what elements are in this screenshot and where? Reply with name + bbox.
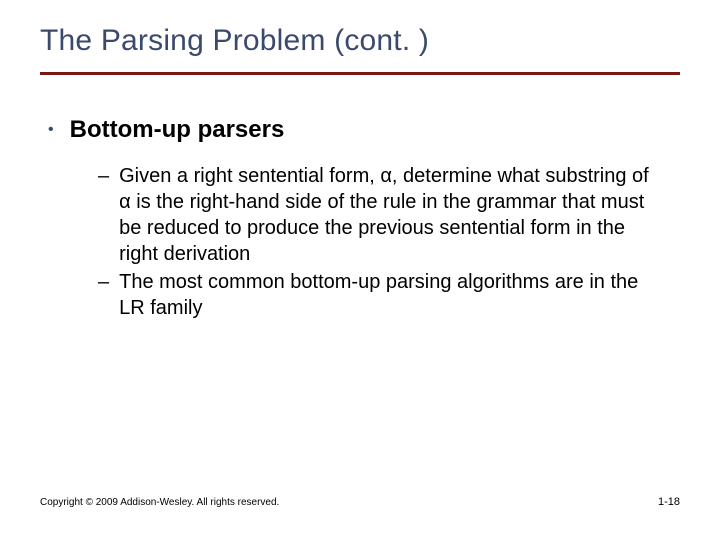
slide-title: The Parsing Problem (cont. ) — [40, 24, 680, 58]
page-number: 1-18 — [658, 496, 680, 508]
footer: Copyright © 2009 Addison-Wesley. All rig… — [40, 496, 680, 508]
copyright-text: Copyright © 2009 Addison-Wesley. All rig… — [40, 497, 279, 508]
l1-text: Bottom-up parsers — [70, 115, 285, 145]
dash-icon: – — [98, 269, 109, 295]
list-item: – Given a right sentential form, α, dete… — [98, 163, 680, 267]
bullet-icon: • — [48, 115, 54, 145]
sublist: – Given a right sentential form, α, dete… — [48, 163, 680, 321]
slide-container: The Parsing Problem (cont. ) • Bottom-up… — [0, 0, 720, 540]
title-rule — [40, 72, 680, 75]
list-item: • Bottom-up parsers — [48, 115, 680, 145]
content-block: • Bottom-up parsers – Given a right sent… — [40, 115, 680, 321]
l2-text: The most common bottom-up parsing algori… — [119, 269, 659, 321]
l2-text: Given a right sentential form, α, determ… — [119, 163, 659, 267]
list-item: – The most common bottom-up parsing algo… — [98, 269, 680, 321]
dash-icon: – — [98, 163, 109, 189]
